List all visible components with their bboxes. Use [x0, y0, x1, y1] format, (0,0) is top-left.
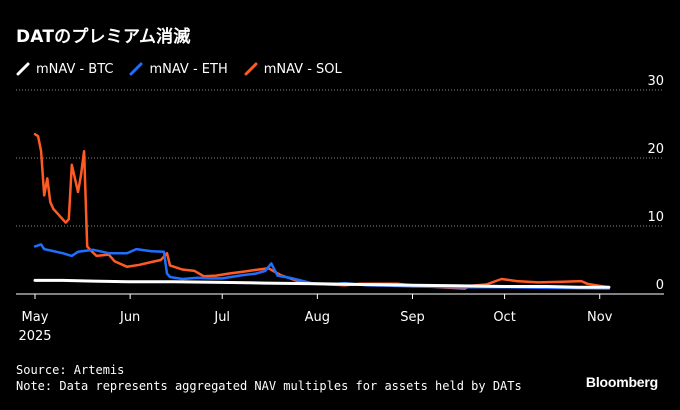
legend-swatch-btc [16, 62, 30, 76]
legend-label-sol: mNAV - SOL [263, 61, 342, 77]
x-tick-sublabel-year: 2025 [18, 329, 51, 344]
legend-swatch-sol [244, 62, 258, 76]
y-tick-label-10: 10 [647, 210, 664, 225]
x-tick-label-jul: Jul [213, 310, 230, 325]
legend-item-btc: mNAV - BTC [16, 62, 113, 77]
x-tick-label-oct: Oct [493, 310, 515, 325]
legend: mNAV - BTC mNAV - ETH mNAV - SOL [16, 60, 358, 78]
legend-label-btc: mNAV - BTC [36, 61, 114, 77]
legend-label-eth: mNAV - ETH [149, 61, 228, 77]
data-note: Note: Data represents aggregated NAV mul… [16, 379, 522, 393]
x-tick-label-jun: Jun [119, 310, 140, 325]
chart-title: DATのプレミアム消滅 [16, 27, 191, 47]
legend-item-eth: mNAV - ETH [129, 61, 228, 77]
series-line-sol [33, 132, 611, 290]
chart-footer: Source: Artemis Note: Data represents ag… [16, 362, 522, 394]
legend-item-sol: mNAV - SOL [244, 62, 342, 77]
y-tick-label-30: 30 [647, 74, 664, 89]
y-tick-label-0: 0 [656, 278, 664, 293]
bloomberg-logo: Bloomberg [585, 374, 658, 390]
series-line-btc [33, 278, 611, 289]
x-tick-label-sep: Sep [400, 310, 425, 325]
y-tick-label-20: 20 [647, 142, 664, 157]
x-tick-label-aug: Aug [305, 310, 330, 325]
legend-swatch-eth [129, 62, 143, 76]
x-tick-label-nov: Nov [587, 310, 613, 325]
x-tick-label-may: May [22, 310, 49, 325]
source-note: Source: Artemis [16, 363, 125, 377]
